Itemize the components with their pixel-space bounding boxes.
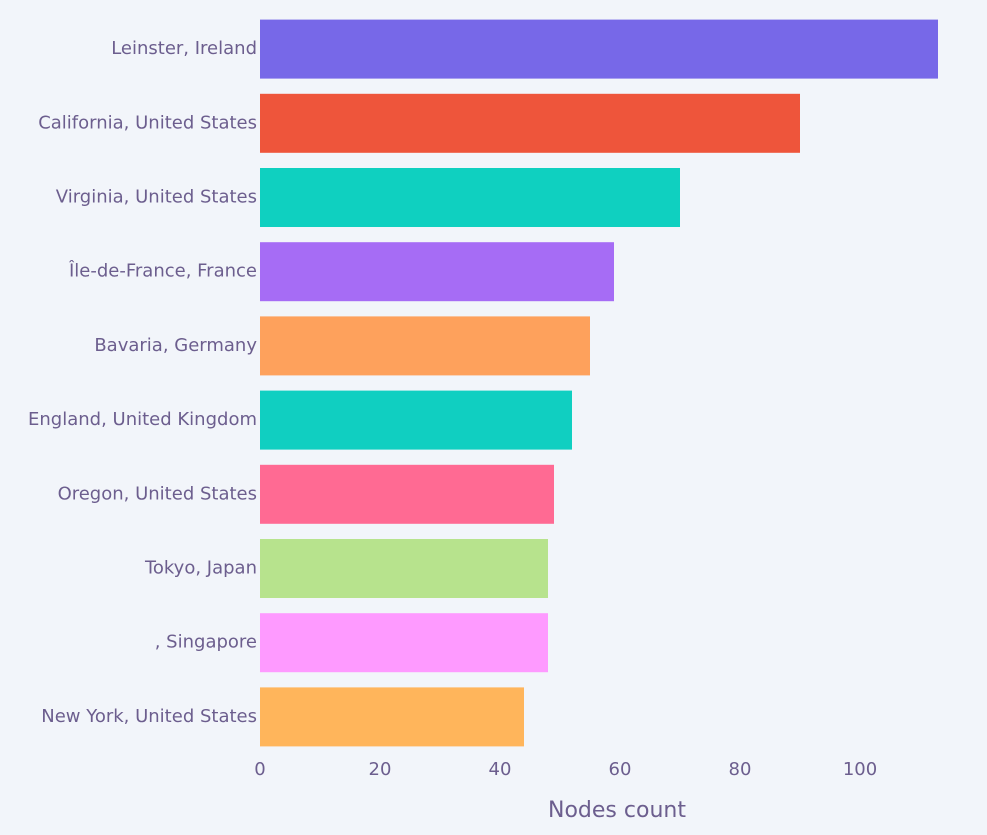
bar [260,316,590,376]
x-tick-label: 100 [843,759,877,780]
category-label: California, United States [38,112,257,133]
bar [260,242,614,302]
category-label: Oregon, United States [58,483,257,504]
x-tick-label: 20 [369,759,392,780]
bars-layer [260,19,938,747]
category-label: Bavaria, Germany [94,335,257,356]
bar [260,464,554,524]
bar [260,19,938,79]
category-label: Tokyo, Japan [144,558,257,579]
category-label: New York, United States [41,706,257,727]
category-label: Virginia, United States [56,187,257,208]
bar [260,168,680,227]
bar [260,613,548,673]
category-label: Leinster, Ireland [111,38,257,59]
category-labels: Leinster, Ireland California, United Stat… [28,38,257,727]
bar [260,390,572,450]
category-label: , Singapore [155,632,257,653]
bar [260,93,800,153]
x-axis-title: Nodes count [548,798,686,823]
x-tick-label: 80 [729,759,752,780]
x-tick-labels: 0 20 40 60 80 100 [254,759,877,780]
x-tick-label: 40 [489,759,512,780]
x-tick-label: 60 [609,759,632,780]
category-label: England, United Kingdom [28,409,257,430]
category-label: Île-de-France, France [68,260,257,282]
bar [260,539,548,598]
bar [260,687,524,747]
x-tick-label: 0 [254,759,265,780]
